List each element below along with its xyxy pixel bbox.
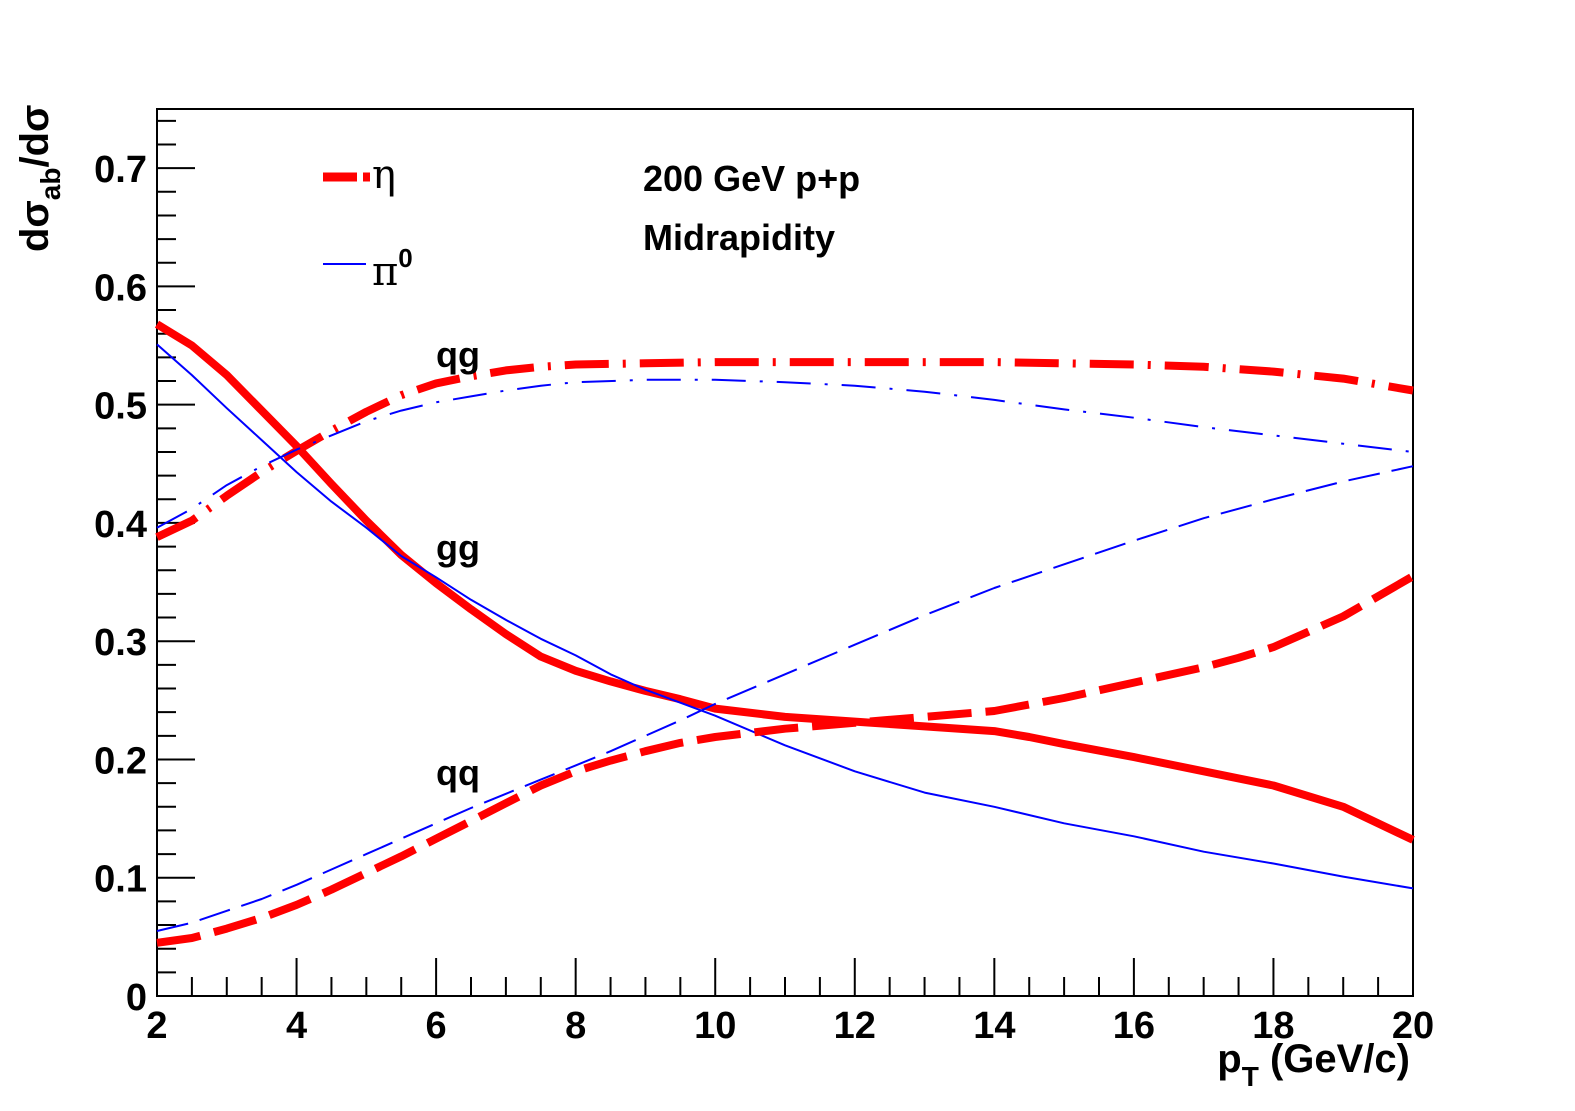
x-tick-label: 20 (1392, 1005, 1434, 1047)
label-qg: qg (436, 334, 480, 375)
x-tick-label: 2 (146, 1005, 167, 1047)
legend-label-pi0: π0 (372, 243, 413, 295)
series-eta-qq (156, 572, 1415, 947)
y-tick-label: 0.6 (94, 267, 147, 309)
y-tick-label: 0.3 (94, 622, 147, 664)
annotation-energy: 200 GeV p+p (643, 158, 860, 199)
series-pi0-qg (156, 378, 1414, 529)
series-layer (154, 320, 1415, 947)
tick-labels: 2 4 6 8 10 12 14 16 18 20 0 0.1 0.2 0.3 0.4 0.5 0.6 0.7 (94, 149, 1434, 1047)
x-axis-title: pT (GeV/c) (1217, 1037, 1410, 1092)
y-tick-label: 0.4 (94, 504, 147, 546)
series-eta-qg (155, 358, 1414, 541)
x-tick-label: 16 (1113, 1005, 1155, 1047)
y-tick-label: 0.5 (94, 386, 147, 428)
x-tick-label: 8 (565, 1005, 586, 1047)
y-tick-label: 0.1 (94, 859, 147, 901)
series-eta-gg (154, 320, 1415, 844)
x-tick-label: 6 (426, 1005, 447, 1047)
x-tick-label: 12 (834, 1005, 876, 1047)
axis-ticks (156, 119, 1414, 997)
series-pi0-qq (156, 465, 1414, 932)
y-tick-label: 0 (126, 977, 147, 1019)
y-axis-title: dσab/dσ (13, 105, 66, 252)
legend-label-eta: η (372, 152, 396, 198)
x-tick-label: 14 (973, 1005, 1015, 1047)
y-tick-label: 0.7 (94, 149, 147, 191)
x-tick-label: 18 (1252, 1005, 1294, 1047)
x-tick-label: 10 (694, 1005, 736, 1047)
x-tick-label: 4 (286, 1005, 307, 1047)
label-qq: qq (436, 752, 480, 793)
series-pi0-gg (156, 343, 1414, 890)
annotation-rapidity: Midrapidity (643, 217, 835, 258)
label-gg: gg (436, 527, 480, 568)
y-tick-label: 0.2 (94, 740, 147, 782)
legend: η π0 (323, 152, 413, 295)
